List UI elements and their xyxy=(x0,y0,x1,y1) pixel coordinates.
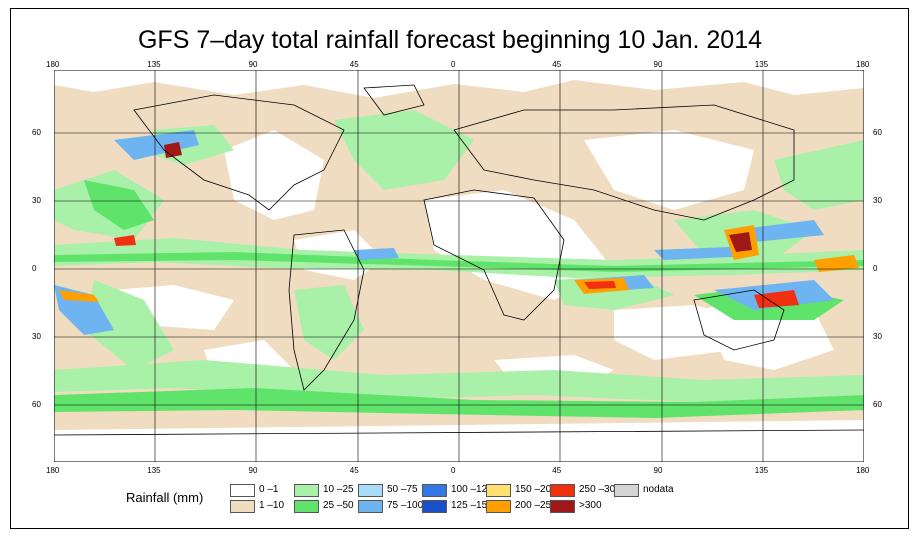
australia-outline xyxy=(693,289,785,351)
legend-label: 75 –100 xyxy=(387,500,424,511)
longitude-label-top: 180 xyxy=(856,60,870,69)
longitude-label-top: 180 xyxy=(46,60,60,69)
legend-swatch xyxy=(486,500,511,513)
longitude-label-bottom: 0 xyxy=(451,466,456,475)
legend-label: nodata xyxy=(643,484,674,495)
latitude-label-left: 30 xyxy=(32,196,41,205)
legend-swatch xyxy=(614,484,639,497)
legend-label: 10 –25 xyxy=(323,484,354,495)
legend-label: 250 –300 xyxy=(579,484,621,495)
legend-swatch xyxy=(294,500,319,513)
longitude-label-bottom: 135 xyxy=(754,466,769,475)
legend-swatch xyxy=(230,484,255,497)
latitude-label-left: 30 xyxy=(32,332,41,341)
longitude-label-bottom: 45 xyxy=(349,466,359,475)
legend-label: 200 –250 xyxy=(515,500,557,511)
legend-swatch xyxy=(422,500,447,513)
legend-title: Rainfall (mm) xyxy=(126,490,204,505)
latitude-label-right: 60 xyxy=(873,128,882,137)
latitude-label-right: 30 xyxy=(873,196,882,205)
map-title: GFS 7–day total rainfall forecast beginn… xyxy=(137,26,762,54)
latitude-label-left: 0 xyxy=(32,264,37,273)
latitude-label-right: 30 xyxy=(873,332,882,341)
longitude-label-top: 45 xyxy=(552,60,562,69)
legend-swatch xyxy=(422,484,447,497)
south-america-outline xyxy=(288,229,365,391)
latitude-label-left: 60 xyxy=(32,400,41,409)
greenland-outline xyxy=(363,84,425,116)
graticule xyxy=(54,70,864,462)
latitude-label-left: 60 xyxy=(32,128,41,137)
legend-swatch xyxy=(294,484,319,497)
longitude-label-top: 90 xyxy=(653,60,663,69)
legend-label: 50 –75 xyxy=(387,484,418,495)
figure-frame xyxy=(10,8,909,529)
legend-swatch xyxy=(358,484,383,497)
extreme-rain-hotspots xyxy=(59,142,859,308)
rainfall-map xyxy=(54,70,864,462)
longitude-label-bottom: 180 xyxy=(46,466,60,475)
latitude-label-right: 0 xyxy=(873,264,878,273)
longitude-label-bottom: 90 xyxy=(653,466,663,475)
longitude-label-bottom: 90 xyxy=(248,466,258,475)
longitude-label-bottom: 45 xyxy=(552,466,562,475)
latitude-label-right: 60 xyxy=(873,400,882,409)
legend-label: >300 xyxy=(579,500,602,511)
legend-swatch xyxy=(230,500,255,513)
longitude-label-top: 90 xyxy=(248,60,258,69)
eurasia-outline xyxy=(453,104,795,221)
legend-swatch xyxy=(358,500,383,513)
legend-swatch xyxy=(550,500,575,513)
legend-swatch xyxy=(486,484,511,497)
legend-swatch xyxy=(550,484,575,497)
longitude-label-bottom: 180 xyxy=(856,466,870,475)
longitude-label-top: 135 xyxy=(754,60,769,69)
legend-label: 150 –200 xyxy=(515,484,557,495)
longitude-label-top: 135 xyxy=(147,60,161,69)
legend-label: 100 –125 xyxy=(451,484,493,495)
north-america-outline xyxy=(133,94,345,211)
legend-label: 25 –50 xyxy=(323,500,354,511)
longitude-label-bottom: 135 xyxy=(147,466,161,475)
longitude-label-top: 0 xyxy=(451,60,456,69)
longitude-label-top: 45 xyxy=(349,60,359,69)
legend: Rainfall (mm) 0 –1 1 –10 10 –25 25 –50 50 –7… xyxy=(126,483,766,519)
legend-label: 1 –10 xyxy=(259,500,285,511)
legend-label: 125 –150 xyxy=(451,500,493,511)
legend-label: 0 –1 xyxy=(259,484,279,495)
